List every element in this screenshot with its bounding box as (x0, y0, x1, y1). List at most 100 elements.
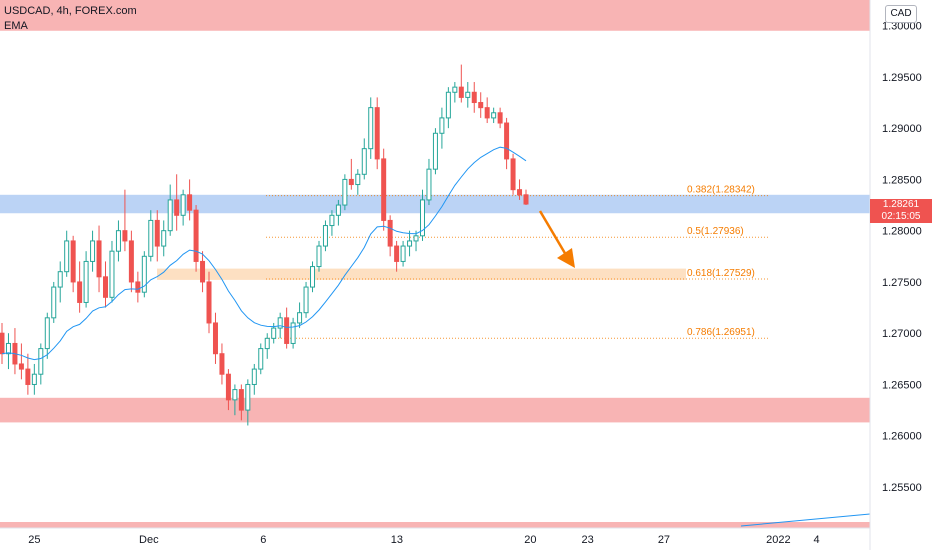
candle-body (342, 178, 348, 206)
candle-body (394, 245, 400, 262)
price-tick-label: 1.28000 (882, 226, 922, 238)
candle-body (161, 230, 167, 247)
candle-body (284, 317, 290, 344)
candle-body (445, 91, 451, 119)
candle-body (290, 322, 296, 344)
candle-body (271, 327, 277, 339)
candle-body (232, 389, 238, 401)
ema-line (1, 146, 527, 361)
price-tick-label: 1.27000 (882, 328, 922, 340)
fibonacci-levels: 0.382(1.28342) 0.5(1.27936) 0.618(1.27529)… (266, 185, 770, 339)
candle-body (25, 368, 31, 385)
candle-body (193, 209, 199, 262)
candle-body (83, 260, 89, 303)
candle-body (484, 107, 490, 119)
candle-body (167, 199, 173, 232)
candle-body (452, 86, 458, 93)
candle-body (322, 225, 328, 247)
candle-body (264, 337, 270, 350)
candle-body (310, 266, 316, 288)
candle-body (277, 317, 283, 329)
price-tick-label: 1.25500 (882, 482, 922, 494)
candle-body (38, 348, 44, 375)
candle-body (64, 240, 70, 273)
candle-body (128, 240, 134, 283)
candle-body (348, 178, 354, 186)
price-tick-label: 1.26000 (882, 431, 922, 443)
candle-body (109, 250, 115, 298)
price-tick-label: 1.29000 (882, 123, 922, 135)
candle-body (400, 245, 406, 262)
candle-body (135, 281, 141, 293)
bar-countdown: 02:15:05 (881, 211, 921, 222)
candle-body (141, 255, 147, 293)
price-tick-label: 1.30000 (882, 21, 922, 33)
candle-body (5, 342, 11, 355)
projection-arrow (538, 210, 575, 268)
candle-body (355, 173, 361, 186)
candle-body (303, 286, 309, 314)
candle-body (335, 204, 341, 216)
fib-label: 0.786(1.26951) (687, 327, 755, 338)
candle-body (329, 214, 335, 227)
currency-button[interactable]: CAD (885, 5, 917, 23)
candle-body (504, 122, 510, 160)
time-tick-label: 25 (28, 534, 40, 546)
price-axis-ticks: 1.30000 1.29500 1.29000 1.28500 1.28000 1.275… (882, 21, 922, 494)
zone-fib-zone (157, 268, 686, 280)
time-tick-label: 4 (814, 534, 820, 546)
symbol-title: USDCAD, 4h, FOREX.com (4, 5, 137, 17)
fib-label: 0.382(1.28342) (687, 185, 755, 196)
zone-bottom (0, 522, 870, 528)
candle-body (439, 117, 445, 134)
candle-body (77, 281, 83, 303)
candle-body (44, 317, 50, 350)
candle-body (407, 240, 413, 247)
candle-body (103, 276, 109, 298)
price-tick-label: 1.28500 (882, 174, 922, 186)
zone-resistance-top (0, 0, 870, 31)
candle-body (517, 189, 523, 196)
candle-body (206, 281, 212, 324)
trend-line (740, 513, 871, 527)
candle-body (154, 219, 160, 247)
candle-body (180, 194, 186, 216)
candle-body (70, 240, 76, 283)
candle-body (18, 363, 24, 370)
candle-body (297, 312, 303, 324)
candle-body (225, 373, 231, 401)
candle-body (212, 322, 218, 355)
candle-body (465, 91, 471, 98)
candle-body (497, 112, 503, 124)
candle-body (478, 102, 484, 109)
candle-body (361, 148, 367, 175)
candle-body (471, 91, 477, 104)
price-tick-label: 1.26500 (882, 379, 922, 391)
candle-body (368, 107, 374, 150)
candle-body (258, 348, 264, 370)
last-price-value: 1.28261 (882, 199, 920, 210)
time-tick-label: 6 (260, 534, 266, 546)
candle-body (90, 240, 96, 262)
time-tick-label: 23 (582, 534, 594, 546)
price-zones (0, 0, 870, 528)
time-tick-label: 27 (658, 534, 670, 546)
candle-body (419, 199, 425, 237)
zone-mid-zone (0, 194, 870, 214)
time-axis-ticks: 25 Dec 6 13 20 23 27 2022 4 (28, 534, 819, 546)
time-tick-label: Dec (139, 534, 159, 546)
candle-body (187, 194, 193, 211)
candle-body (51, 286, 57, 319)
time-tick-label: 20 (524, 534, 536, 546)
candle-body (510, 158, 516, 191)
price-tick-label: 1.27500 (882, 277, 922, 289)
candle-body (491, 112, 497, 119)
candle-body (413, 235, 419, 242)
candle-body (115, 230, 121, 252)
indicator-label[interactable]: EMA (4, 20, 28, 32)
last-price-badge: 1.28261 02:15:05 (870, 199, 932, 223)
price-candles[interactable] (0, 64, 529, 426)
candle-body (148, 219, 154, 257)
chart-legend: USDCAD, 4h, FOREX.com EMA (4, 4, 137, 34)
